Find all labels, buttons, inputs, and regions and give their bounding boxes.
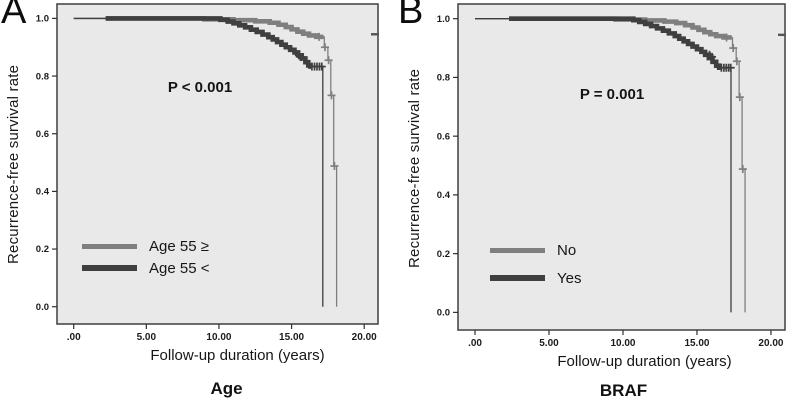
svg-text:0.6: 0.6	[36, 129, 49, 140]
svg-text:10.00: 10.00	[610, 338, 635, 349]
panel-a-title: Age	[210, 379, 243, 398]
legend-swatch-dark-icon	[82, 265, 137, 271]
svg-text:15.00: 15.00	[279, 332, 304, 343]
svg-text:0.2: 0.2	[437, 249, 450, 260]
legend-item-age-ge55: Age 55 ≥	[82, 236, 209, 256]
legend-label-braf-yes: Yes	[557, 269, 582, 287]
panel-b: B Recurrence-free survival rate 0.0 0.2 0.…	[397, 0, 793, 408]
survival-plot-a: 0.0 0.2 0.4 0.6 0.8 1.0 .00 5.00 10.00 15.00 20.00	[36, 3, 379, 343]
panel-a: A Recurrence-free survival rate 0.0 0.2 0.…	[0, 0, 396, 408]
p-value-b: P = 0.001	[579, 86, 645, 103]
legend-item-age-lt55: Age 55 <	[82, 258, 209, 278]
survival-plot-b: 0.0 0.2 0.4 0.6 0.8 1.0 .00 5.00 10.00 15.00 20.00	[437, 3, 786, 349]
svg-text:0.6: 0.6	[437, 131, 450, 142]
legend-swatch-light-icon	[82, 243, 137, 249]
svg-text:0.0: 0.0	[36, 302, 49, 313]
svg-text:1.0: 1.0	[36, 14, 49, 25]
svg-text:20.00: 20.00	[352, 332, 377, 343]
svg-text:20.00: 20.00	[758, 338, 783, 349]
svg-text:0.2: 0.2	[36, 244, 49, 255]
x-axis-label-a: Follow-up duration (years)	[150, 347, 325, 364]
legend-item-braf-no: No	[490, 240, 576, 260]
legend-item-braf-yes: Yes	[490, 268, 581, 288]
legend-swatch-dark-icon	[490, 275, 545, 281]
svg-text:.00: .00	[468, 338, 482, 349]
legend-label-braf-no: No	[557, 241, 577, 259]
svg-text:.00: .00	[67, 332, 81, 343]
svg-text:0.4: 0.4	[437, 190, 451, 201]
x-axis-label-b: Follow-up duration (years)	[557, 353, 732, 370]
svg-text:0.0: 0.0	[437, 308, 450, 319]
p-value-a: P < 0.001	[167, 79, 233, 96]
panel-b-title: BRAF	[599, 381, 648, 400]
svg-text:15.00: 15.00	[684, 338, 709, 349]
legend-label-age-lt55: Age 55 <	[149, 259, 210, 277]
svg-text:0.8: 0.8	[437, 73, 450, 84]
panel-a-letter: A	[1, 0, 27, 32]
svg-text:5.00: 5.00	[137, 332, 157, 343]
panel-b-letter: B	[398, 0, 424, 32]
svg-text:0.8: 0.8	[36, 71, 49, 82]
legend-label-age-ge55: Age 55 ≥	[149, 237, 209, 255]
legend-swatch-light-icon	[490, 247, 545, 253]
svg-text:5.00: 5.00	[539, 338, 559, 349]
svg-text:10.00: 10.00	[206, 332, 231, 343]
svg-text:0.4: 0.4	[36, 187, 50, 198]
svg-text:1.0: 1.0	[437, 14, 450, 25]
